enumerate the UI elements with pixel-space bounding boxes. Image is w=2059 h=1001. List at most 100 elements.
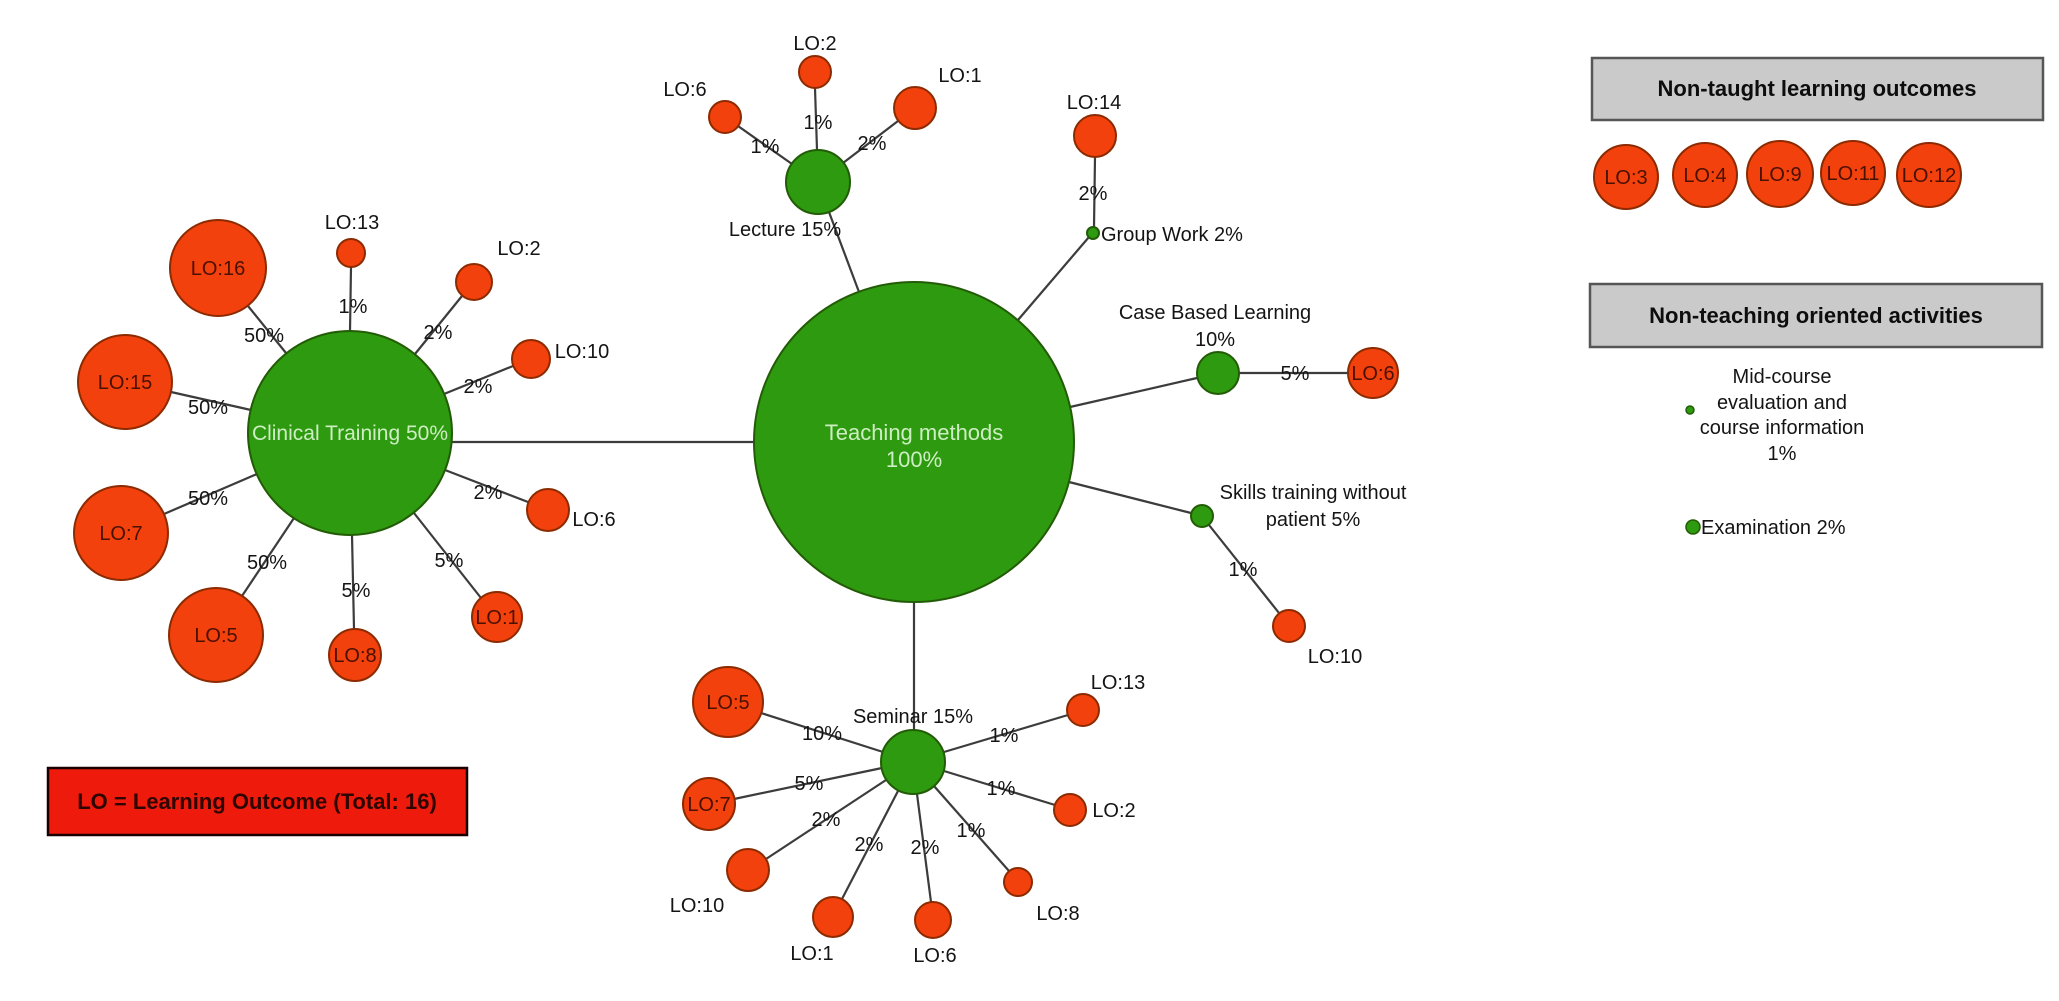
outcome-group-work-lo-14 (1073, 114, 1117, 158)
hub-case-based-learning (1196, 351, 1240, 395)
outcome-seminar-lo-6 (914, 901, 952, 939)
outcome-skills-training-without-patient-lo-10 (1272, 609, 1306, 643)
outcome-label-lo-2: LO:2 (1092, 800, 1135, 822)
pct-clinical-training-lo-7: 50% (188, 488, 228, 510)
pct-clinical-training-lo-1: 5% (435, 550, 464, 572)
activity-label-mid-course-evaluation: Mid-course (1733, 366, 1832, 388)
outcome-clinical-training-lo-10 (511, 339, 551, 379)
outcome-clinical-training-lo-5 (168, 587, 264, 683)
outcome-seminar-lo-13 (1066, 693, 1100, 727)
pct-clinical-training-lo-2: 2% (424, 322, 453, 344)
edge-lecture-lo-6 (737, 125, 793, 165)
outcome-label-lo-10: LO:10 (670, 895, 724, 917)
edge-seminar-lo-13 (943, 713, 1069, 754)
edge-seminar-lo-5 (760, 711, 884, 754)
hub-label-case-based-learning: Case Based Learning (1119, 302, 1311, 324)
hub-label-teaching-methods: Teaching methods (825, 420, 1004, 445)
connector-line (1017, 236, 1090, 321)
pct-clinical-training-lo-13: 1% (339, 296, 368, 318)
outcome-case-based-learning-lo-6 (1347, 347, 1399, 399)
outcome-label-lo-1: LO:1 (938, 65, 981, 87)
edge-skills-training-without-patient-lo-10 (1208, 524, 1280, 614)
pct-clinical-training-lo-8: 5% (342, 580, 371, 602)
connector-line (1069, 376, 1198, 409)
pct-group-work-lo-14: 2% (1079, 183, 1108, 205)
outcome-seminar-lo-2 (1053, 793, 1087, 827)
pct-clinical-training-lo-6: 2% (474, 482, 503, 504)
edge-seminar-lo-10 (765, 779, 887, 860)
outcome-label-lo-8: LO:8 (333, 645, 376, 667)
edge-clinical-training-lo-6 (444, 468, 529, 504)
hub-label-seminar: Seminar 15% (853, 706, 973, 728)
edge-clinical-training-lo-15 (170, 390, 252, 412)
pct-clinical-training-lo-15: 50% (188, 397, 228, 419)
non-taught-label-lo-12: LO:12 (1902, 165, 1956, 187)
outcome-seminar-lo-8 (1003, 867, 1033, 897)
outcome-label-lo-15: LO:15 (98, 372, 152, 394)
lo-legend-text: LO = Learning Outcome (Total: 16) (77, 789, 437, 814)
hub-label-group-work: Group Work 2% (1101, 224, 1243, 246)
edge-clinical-training-lo-7 (163, 472, 258, 516)
hub-lecture (785, 149, 851, 215)
edge-clinical-training-lo-8 (350, 534, 356, 630)
outcome-label-lo-8: LO:8 (1036, 903, 1079, 925)
outcome-label-lo-7: LO:7 (687, 794, 730, 816)
non-taught-outcome-lo-3 (1593, 144, 1659, 210)
outcome-label-lo-2: LO:2 (793, 33, 836, 55)
hub-teaching-methods (753, 281, 1075, 603)
pct-skills-training-without-patient-lo-10: 1% (1229, 559, 1258, 581)
outcome-label-lo-2: LO:2 (497, 238, 540, 260)
pct-seminar-lo-5: 10% (802, 723, 842, 745)
outcome-clinical-training-lo-2 (455, 263, 493, 301)
pct-seminar-lo-13: 1% (990, 725, 1019, 747)
outcome-lecture-lo-2 (798, 55, 832, 89)
outcome-label-lo-14: LO:14 (1067, 92, 1121, 114)
outcome-lecture-lo-1 (893, 86, 937, 130)
outcome-label-lo-1: LO:1 (475, 607, 518, 629)
outcome-seminar-lo-10 (726, 848, 770, 892)
activity-label-examination: Examination 2% (1701, 517, 1846, 539)
lo-legend-box (46, 766, 469, 837)
connector-line (827, 211, 861, 293)
edge-clinical-training-lo-10 (443, 364, 514, 396)
edge-lecture-lo-2 (813, 87, 819, 151)
hub-label-lecture: Lecture 15% (729, 219, 842, 241)
outcome-label-lo-6: LO:6 (913, 945, 956, 967)
outcome-label-lo-1: LO:1 (790, 943, 833, 965)
non-taught-label-lo-3: LO:3 (1604, 167, 1647, 189)
non-taught-header-box (1590, 56, 2045, 122)
activity-label-mid-course-evaluation: 1% (1768, 443, 1797, 465)
non-taught-outcome-lo-4 (1672, 142, 1738, 208)
outcome-label-lo-13: LO:13 (1091, 672, 1145, 694)
outcome-seminar-lo-7 (682, 777, 736, 831)
edge-seminar-lo-8 (933, 785, 1010, 872)
outcome-clinical-training-lo-7 (73, 485, 169, 581)
edge-clinical-training-lo-5 (241, 517, 295, 597)
hub-label-case-based-learning: 10% (1195, 329, 1235, 351)
outcome-label-lo-5: LO:5 (194, 625, 237, 647)
activity-dot-examination (1685, 519, 1701, 535)
non-taught-label-lo-9: LO:9 (1758, 164, 1801, 186)
outcome-clinical-training-lo-13 (336, 238, 366, 268)
outcome-label-lo-10: LO:10 (555, 341, 609, 363)
outcome-lecture-lo-6 (708, 100, 742, 134)
non-teaching-title: Non-teaching oriented activities (1649, 303, 1983, 328)
outcome-seminar-lo-5 (692, 666, 764, 738)
outcome-label-lo-13: LO:13 (325, 212, 379, 234)
non-taught-title: Non-taught learning outcomes (1658, 76, 1977, 101)
non-taught-label-lo-4: LO:4 (1683, 165, 1726, 187)
hub-skills-training-without-patient (1190, 504, 1214, 528)
outcome-label-lo-6: LO:6 (663, 79, 706, 101)
edge-seminar-lo-1 (841, 790, 899, 900)
outcome-label-lo-6: LO:6 (1351, 363, 1394, 385)
pct-seminar-lo-10: 2% (812, 809, 841, 831)
outcome-label-lo-5: LO:5 (706, 692, 749, 714)
pct-seminar-lo-8: 1% (957, 820, 986, 842)
pct-seminar-lo-6: 2% (911, 837, 940, 859)
non-taught-label-lo-11: LO:11 (1827, 163, 1880, 185)
outcome-clinical-training-lo-16 (169, 219, 267, 317)
edge-seminar-lo-7 (733, 766, 883, 801)
outcome-clinical-training-lo-15 (77, 334, 173, 430)
pct-lecture-lo-6: 1% (751, 136, 780, 158)
